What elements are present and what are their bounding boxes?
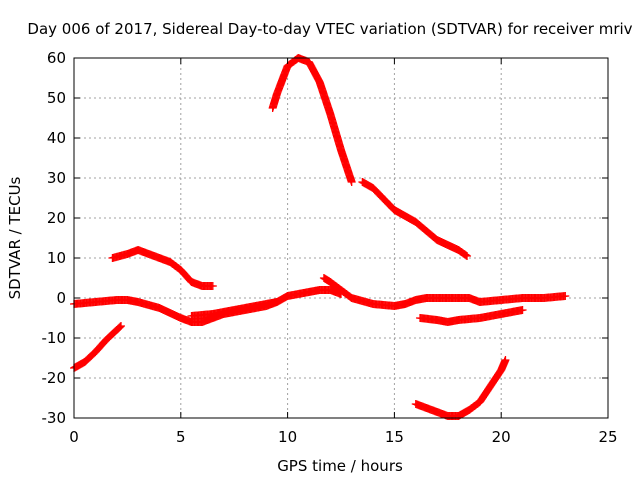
x-tick-label: 5	[176, 428, 186, 446]
x-tick-label: 20	[492, 428, 511, 446]
axis-layer: 0 5 10 15 20 25 -30 -20 -10 0 10 20 30 40 50 60	[42, 49, 618, 446]
data-point	[462, 251, 471, 260]
data-point	[347, 178, 356, 186]
y-tick-label: 50	[47, 89, 66, 107]
data-series-arc-2	[108, 246, 217, 290]
y-tick-label: 40	[47, 129, 66, 147]
data-series-arc-1	[70, 322, 125, 372]
y-tick-label: -20	[42, 369, 67, 387]
data-point	[501, 356, 510, 364]
chart-title: Day 006 of 2017, Sidereal Day-to-day VTE…	[27, 20, 632, 38]
data-point	[115, 323, 124, 332]
data-point	[272, 298, 281, 306]
data-series-arc-8	[416, 306, 527, 326]
data-point	[116, 322, 125, 330]
data-point	[463, 252, 472, 260]
data-point	[208, 282, 217, 290]
y-tick-label: 60	[47, 49, 66, 67]
y-tick-label: -30	[42, 409, 67, 427]
data-point	[561, 292, 570, 300]
y-tick-label: 20	[47, 209, 66, 227]
x-tick-label: 10	[278, 428, 297, 446]
y-tick-label: 10	[47, 249, 66, 267]
y-tick-label: 30	[47, 169, 66, 187]
data-series-arc-7	[358, 178, 472, 260]
x-axis-label: GPS time / hours	[277, 457, 403, 475]
plot-frame	[73, 57, 609, 419]
data-series-arc-4	[187, 298, 281, 320]
x-tick-label: 15	[385, 428, 404, 446]
x-tick-label: 0	[69, 428, 79, 446]
y-tick-label: -10	[42, 329, 67, 347]
data-layer	[70, 54, 570, 420]
y-tick-label: 0	[56, 289, 66, 307]
data-series-arc-10	[411, 356, 510, 420]
data-point	[116, 322, 125, 331]
data-series-arc-5	[268, 54, 356, 186]
y-axis-label: SDTVAR / TECUs	[6, 176, 24, 299]
x-tick-label: 25	[598, 428, 617, 446]
data-point	[461, 250, 470, 259]
data-point	[518, 306, 527, 314]
data-series-arc-6	[319, 274, 463, 310]
data-series-arc-9	[454, 292, 570, 306]
